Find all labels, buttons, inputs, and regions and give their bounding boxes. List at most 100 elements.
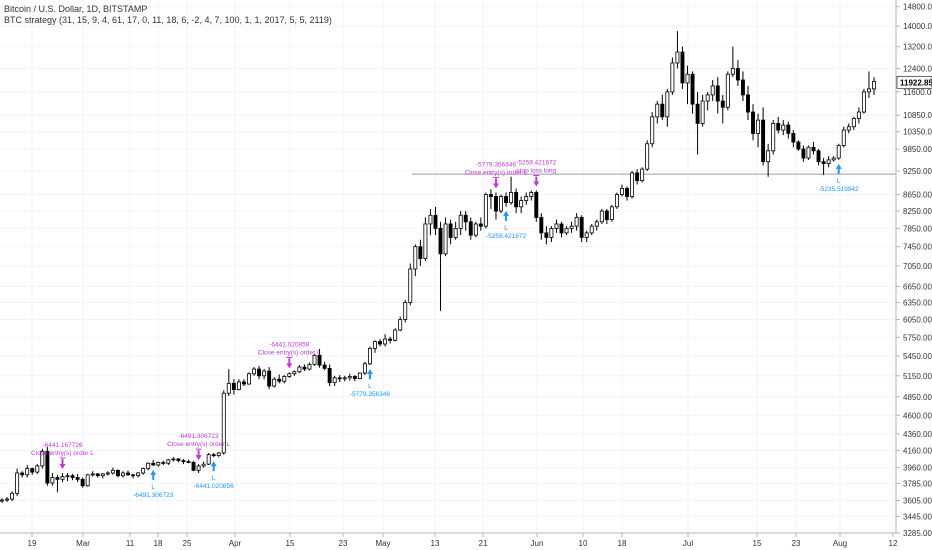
candle-body	[141, 468, 146, 474]
candle-body	[569, 225, 574, 229]
x-tick-label: 21	[479, 539, 488, 548]
candle-body	[171, 458, 176, 461]
candle-body	[100, 473, 105, 477]
candle-body	[519, 200, 524, 208]
candle-body	[786, 124, 791, 134]
candle-body	[730, 68, 735, 75]
x-tick-label: Aug	[833, 539, 847, 548]
exit-signal-reason: stop loss long	[516, 167, 556, 174]
candle-body	[352, 376, 357, 379]
candle-body	[499, 196, 503, 212]
candle-body	[559, 223, 564, 234]
candle-body	[403, 302, 408, 320]
y-tick-label: 9250.00	[903, 167, 932, 176]
y-tick-label: 7450.00	[903, 243, 932, 252]
candle-body	[821, 161, 826, 164]
exit-signal-value: -6441.167726	[42, 442, 83, 449]
candle-body	[166, 459, 171, 464]
chart-grid	[0, 0, 896, 534]
candle-body	[277, 378, 282, 382]
candle-body	[105, 472, 110, 475]
candle-body	[247, 373, 251, 385]
candle-body	[811, 146, 816, 152]
candle-body	[796, 141, 801, 150]
candle-body	[872, 81, 876, 90]
candle-body	[735, 68, 740, 81]
candle-body	[342, 377, 347, 380]
candle-body	[161, 462, 166, 464]
candle-body	[574, 217, 579, 227]
candle-body	[670, 62, 675, 93]
entry-signal-label: L	[212, 475, 216, 482]
entry-arrow-icon	[210, 461, 217, 472]
candle-body	[630, 172, 635, 197]
candle-body	[121, 472, 125, 477]
candle-body	[226, 382, 231, 394]
candle-body	[660, 103, 665, 118]
entry-signal-label: L	[837, 178, 841, 185]
y-tick-label: 11600.00	[903, 88, 932, 97]
candle-body	[690, 73, 695, 105]
candle-body	[186, 461, 191, 463]
candle-body	[191, 462, 196, 471]
candle-body	[317, 354, 322, 366]
candle-body	[504, 196, 509, 204]
candle-body	[443, 223, 448, 255]
candle-body	[695, 103, 700, 124]
candle-body	[398, 319, 403, 331]
candle-body	[35, 465, 40, 473]
strategy-label[interactable]: BTC strategy (31, 15, 9, 4, 61, 17, 0, 1…	[4, 15, 332, 25]
candle-body	[675, 51, 680, 64]
candle-body	[60, 476, 65, 480]
entry-arrow-icon	[503, 210, 510, 221]
candle-body	[625, 188, 629, 197]
entry-signal-value: -6491.306723	[133, 492, 174, 499]
candle-body	[609, 206, 614, 221]
y-tick-label: 3605.00	[903, 496, 932, 505]
y-tick-label: 5750.00	[903, 333, 932, 342]
candle-body	[715, 85, 720, 102]
y-tick-label: 9850.00	[903, 145, 932, 154]
candle-body	[453, 228, 458, 238]
candle-body	[262, 370, 267, 377]
exit-arrow-icon	[195, 450, 202, 461]
candle-body	[549, 228, 554, 238]
candle-body	[665, 91, 670, 118]
candle-body	[524, 196, 529, 201]
candle-body	[650, 116, 655, 145]
entry-signal-value: -5779.356346	[350, 391, 391, 398]
candle-body	[534, 192, 539, 218]
candle-body	[831, 157, 836, 161]
candle-body	[514, 192, 519, 208]
candle-body	[206, 454, 211, 465]
x-tick-label: 19	[28, 539, 37, 548]
candle-body	[312, 354, 317, 365]
entry-signal-value: -5259.421672	[486, 233, 527, 240]
candle-body	[272, 378, 277, 387]
candle-body	[30, 468, 35, 473]
exit-signal-reason: Close entry(s) order L	[167, 441, 230, 448]
candle-body	[216, 452, 221, 456]
chart-title: Bitcoin / U.S. Dollar, 1D, BITSTAMP	[4, 4, 148, 14]
candle-body	[418, 246, 423, 260]
candle-body	[846, 126, 851, 131]
candle-body	[766, 150, 771, 163]
candle-body	[302, 366, 307, 370]
x-tick-label: Jul	[683, 539, 693, 548]
candle-body	[20, 472, 25, 476]
candle-body	[791, 133, 796, 143]
candle-body	[725, 73, 730, 108]
candle-body	[90, 473, 95, 476]
candle-body	[357, 372, 362, 379]
candle-body	[554, 223, 559, 229]
candle-body	[196, 465, 201, 471]
candle-body	[383, 338, 388, 345]
y-tick-label: 14800.00	[903, 3, 932, 12]
candle-body	[65, 475, 70, 478]
x-tick-label: 11	[126, 539, 135, 548]
candle-body	[95, 473, 100, 477]
candle-body	[307, 364, 312, 370]
candle-body	[494, 196, 498, 212]
y-tick-label: 4160.00	[903, 446, 932, 455]
